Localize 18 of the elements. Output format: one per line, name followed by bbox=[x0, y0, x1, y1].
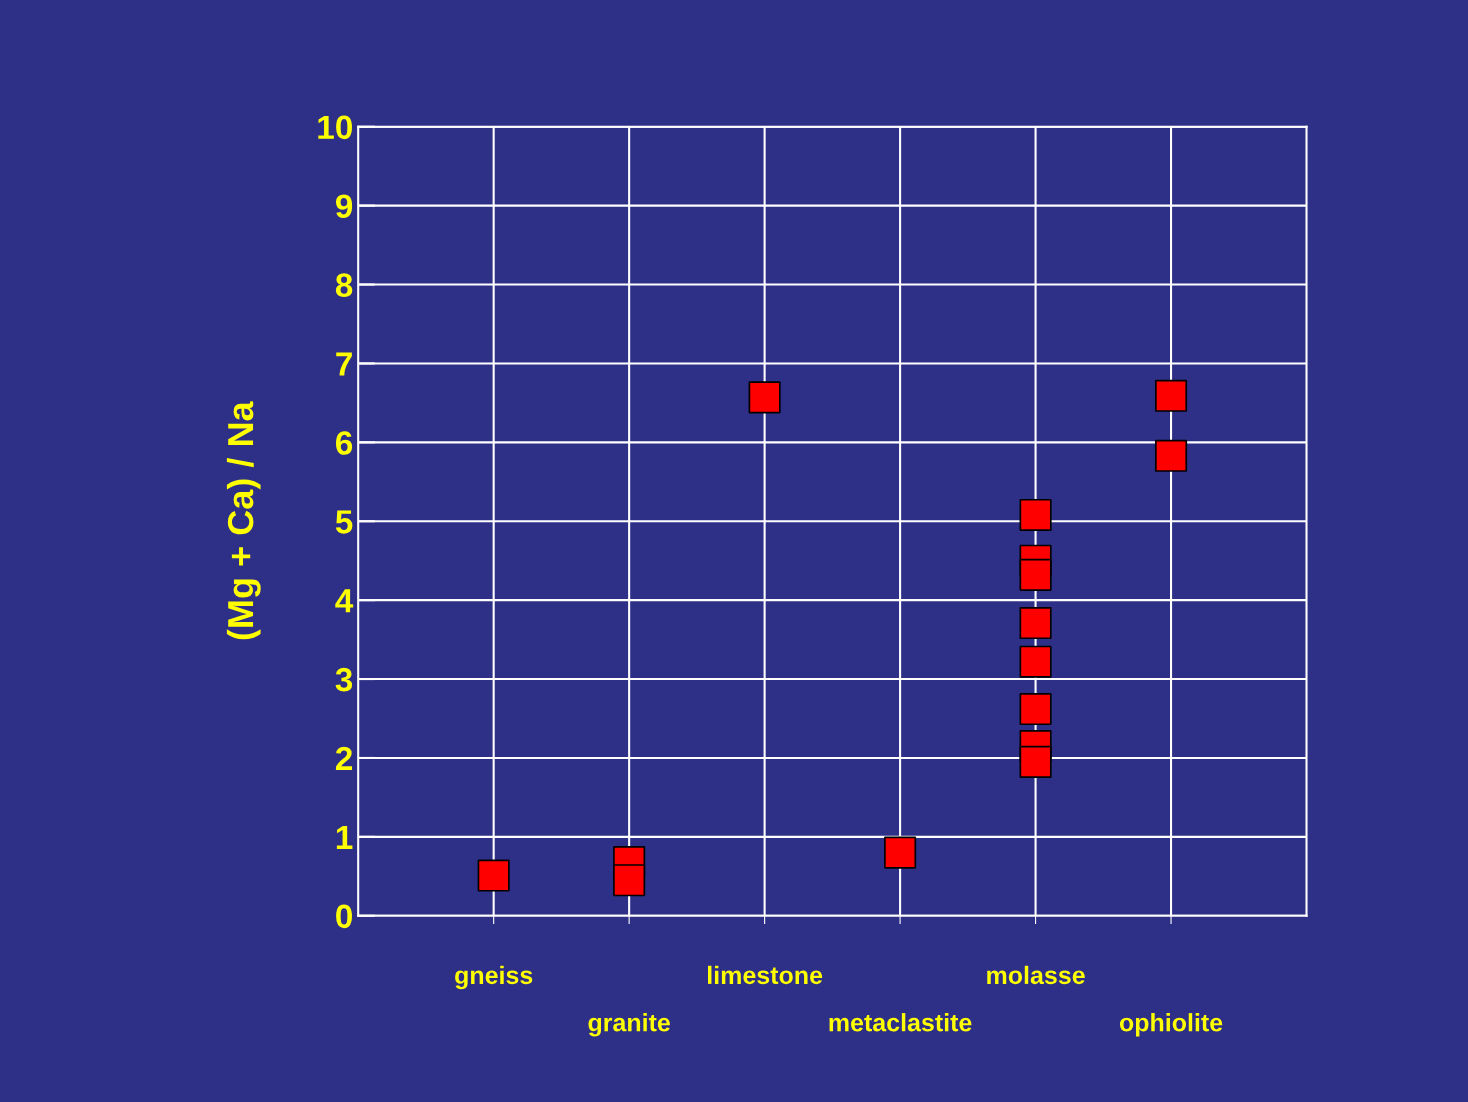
y-tick-label: 7 bbox=[336, 352, 352, 376]
y-tick-label: 3 bbox=[335, 667, 353, 692]
y-tick-label: 8 bbox=[335, 273, 353, 297]
y-tick-label: 9 bbox=[335, 194, 353, 219]
x-tick-label: gneiss bbox=[455, 965, 533, 990]
y-tick-label: 1 bbox=[336, 826, 353, 849]
y-tick-label: 6 bbox=[336, 431, 353, 455]
y-axis-title: (Mg + Ca) / Na bbox=[226, 401, 261, 640]
x-tick-label: ophiolite bbox=[1119, 1013, 1223, 1037]
x-tick-label: molasse bbox=[987, 965, 1085, 985]
y-tick-label: 5 bbox=[335, 510, 353, 534]
y-tick-label: 10 bbox=[318, 115, 352, 140]
y-tick-label: 4 bbox=[335, 589, 354, 613]
x-tick-label: metaclastite bbox=[829, 1013, 972, 1032]
x-tick-label: granite bbox=[588, 1013, 670, 1037]
x-tick-label: limestone bbox=[708, 965, 823, 985]
y-tick-label: 0 bbox=[336, 904, 352, 929]
y-tick-label: 2 bbox=[335, 746, 352, 771]
